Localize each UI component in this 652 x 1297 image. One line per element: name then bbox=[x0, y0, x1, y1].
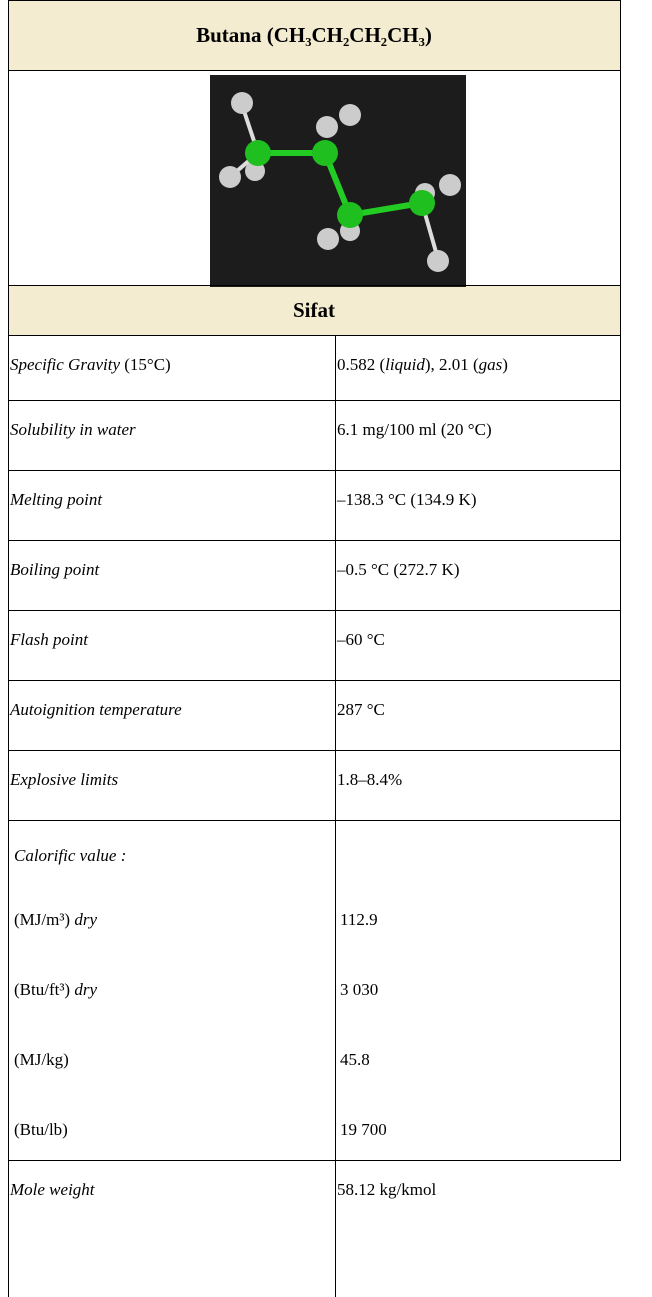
text: (MJ/m³) bbox=[14, 910, 74, 929]
row-value: –138.3 °C (134.9 K) bbox=[337, 490, 477, 510]
text: Mole weight bbox=[10, 1180, 95, 1199]
text: (Btu/lb) bbox=[14, 1120, 68, 1139]
text: 1.8–8.4% bbox=[337, 770, 402, 789]
row-value: –0.5 °C (272.7 K) bbox=[337, 560, 460, 580]
row-value: 19 700 bbox=[340, 1120, 387, 1140]
row-label: (Btu/ft³) dry bbox=[14, 980, 97, 1000]
title: Butana (CH₃CH₂CH₂CH₃) bbox=[8, 0, 620, 70]
text: ), 2.01 ( bbox=[425, 355, 479, 374]
border bbox=[620, 0, 621, 1160]
molecule-image bbox=[210, 75, 466, 287]
border bbox=[8, 70, 621, 71]
page: Butana (CH₃CH₂CH₂CH₃) Sifat (() => { con… bbox=[0, 0, 652, 1297]
border bbox=[8, 1160, 621, 1161]
text: –138.3 °C (134.9 K) bbox=[337, 490, 477, 509]
text: –0.5 °C (272.7 K) bbox=[337, 560, 460, 579]
row-value: 3 030 bbox=[340, 980, 378, 1000]
text: Specific Gravity bbox=[10, 355, 120, 374]
text: dry bbox=[74, 980, 97, 999]
row-value: 1.8–8.4% bbox=[337, 770, 402, 790]
border bbox=[8, 820, 621, 821]
border bbox=[8, 750, 621, 751]
text: Flash point bbox=[10, 630, 88, 649]
border bbox=[8, 0, 621, 1]
text: 45.8 bbox=[340, 1050, 370, 1069]
border bbox=[8, 540, 621, 541]
row-label: (MJ/m³) dry bbox=[14, 910, 97, 930]
text: 112.9 bbox=[340, 910, 378, 929]
row-label: (Btu/lb) bbox=[14, 1120, 68, 1140]
text: Boiling point bbox=[10, 560, 99, 579]
row-value: –60 °C bbox=[337, 630, 385, 650]
text: ) bbox=[502, 355, 508, 374]
text: Autoignition temperature bbox=[10, 700, 182, 719]
border bbox=[8, 0, 9, 1297]
row-label: Flash point bbox=[10, 630, 88, 650]
border bbox=[8, 610, 621, 611]
text: liquid bbox=[385, 355, 425, 374]
text: gas bbox=[479, 355, 503, 374]
section-header: Sifat bbox=[8, 285, 620, 335]
text: Melting point bbox=[10, 490, 102, 509]
row-label: Solubility in water bbox=[10, 420, 136, 440]
border bbox=[8, 470, 621, 471]
text: Explosive limits bbox=[10, 770, 118, 789]
row-label: Boiling point bbox=[10, 560, 99, 580]
text: Calorific value : bbox=[14, 846, 126, 865]
text: (MJ/kg) bbox=[14, 1050, 69, 1069]
row-label: Autoignition temperature bbox=[10, 700, 182, 720]
text: dry bbox=[74, 910, 97, 929]
row-value: 0.582 (liquid), 2.01 (gas) bbox=[337, 355, 508, 375]
row-label: Melting point bbox=[10, 490, 102, 510]
text: (Btu/ft³) bbox=[14, 980, 74, 999]
row-label: Calorific value : bbox=[14, 846, 126, 866]
text: 0.582 ( bbox=[337, 355, 385, 374]
text: (15°C) bbox=[120, 355, 171, 374]
row-value: 112.9 bbox=[340, 910, 378, 930]
border bbox=[8, 285, 621, 286]
row-label: Explosive limits bbox=[10, 770, 118, 790]
text: 58.12 kg/kmol bbox=[337, 1180, 436, 1199]
text: 287 °C bbox=[337, 700, 385, 719]
row-label: Specific Gravity (15°C) bbox=[10, 355, 171, 375]
text: 6.1 mg/100 ml (20 °C) bbox=[337, 420, 492, 439]
row-value: 6.1 mg/100 ml (20 °C) bbox=[337, 420, 492, 440]
text: 3 030 bbox=[340, 980, 378, 999]
border bbox=[8, 400, 621, 401]
row-value: 58.12 kg/kmol bbox=[337, 1180, 436, 1200]
row-value: 287 °C bbox=[337, 700, 385, 720]
border bbox=[8, 680, 621, 681]
row-label: (MJ/kg) bbox=[14, 1050, 69, 1070]
column-divider bbox=[335, 335, 336, 1297]
text: Solubility in water bbox=[10, 420, 136, 439]
row-value: 45.8 bbox=[340, 1050, 370, 1070]
row-label: Mole weight bbox=[10, 1180, 95, 1200]
text: 19 700 bbox=[340, 1120, 387, 1139]
text: –60 °C bbox=[337, 630, 385, 649]
border bbox=[8, 335, 621, 336]
